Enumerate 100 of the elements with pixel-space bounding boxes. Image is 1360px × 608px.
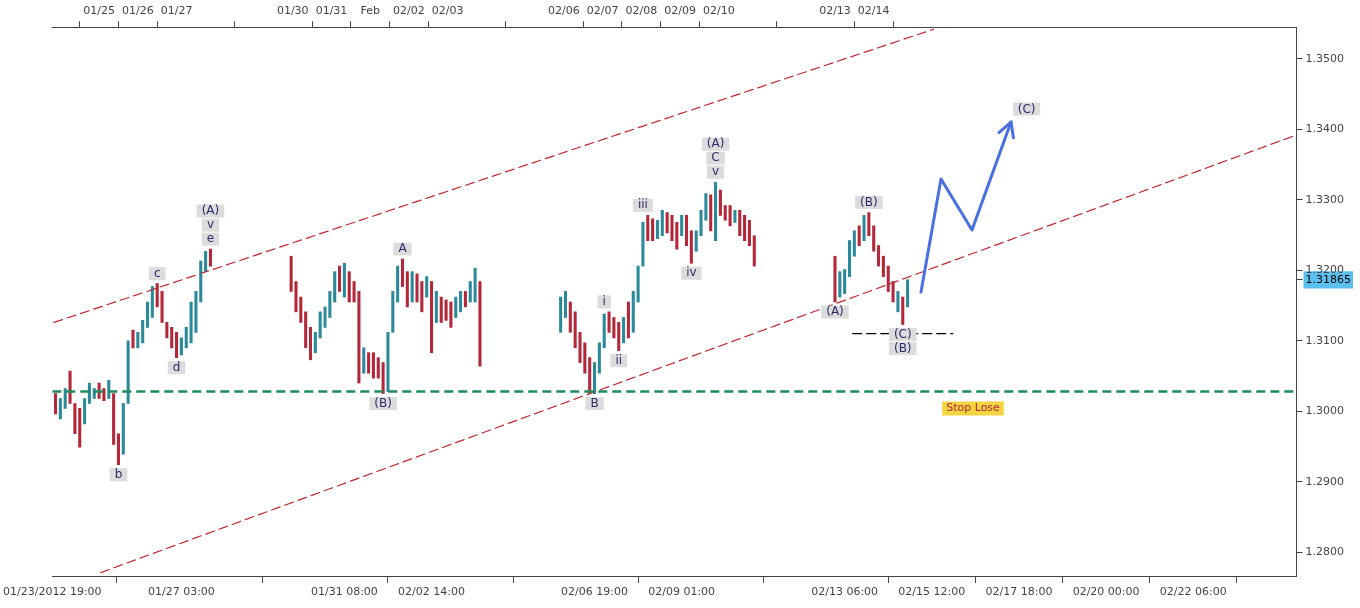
candlestick	[877, 245, 881, 267]
candlestick	[867, 212, 871, 237]
x-tick-label: 01/31 08:00	[310, 585, 378, 599]
candlestick	[304, 311, 308, 349]
candlestick	[709, 194, 713, 232]
annotation: (A)	[706, 136, 725, 151]
candlestick	[204, 250, 208, 273]
annotation: b	[114, 466, 123, 481]
candlestick	[400, 258, 405, 287]
x2-tick-label: 02/13	[819, 4, 851, 18]
candlestick	[602, 313, 606, 349]
candlestick	[54, 393, 58, 415]
candlestick	[833, 255, 837, 303]
x2-tick-label: Feb	[360, 4, 380, 18]
x2-tick-label: 01/26	[121, 4, 154, 18]
candlestick	[449, 301, 453, 328]
candlestick	[425, 276, 429, 298]
ref-line-label: Stop Lose	[946, 401, 1001, 415]
candlestick	[636, 265, 640, 303]
annotation: i	[602, 293, 606, 308]
annotation: (A)	[826, 304, 844, 319]
candlestick	[396, 265, 400, 303]
candlestick	[58, 398, 62, 420]
candlestick	[179, 337, 183, 356]
annotation: (B)	[893, 340, 912, 355]
annotation: ii	[615, 352, 623, 367]
candlestick	[906, 279, 910, 308]
x-tick-label: 02/20 00:00	[1072, 585, 1140, 599]
annotation: v	[206, 217, 214, 232]
candlestick	[410, 271, 414, 303]
annotation: (A)	[201, 203, 220, 218]
annotation: (C)	[893, 326, 912, 341]
candlestick	[342, 262, 346, 298]
y-tick-label: 1.3100	[1305, 333, 1345, 347]
candlestick	[568, 301, 572, 333]
candlestick	[131, 329, 135, 349]
candlestick	[87, 382, 91, 404]
x2-tick-label: 02/08	[625, 4, 658, 18]
x2-tick-label: 02/14	[857, 4, 890, 18]
candlestick	[886, 265, 890, 292]
candlestick	[116, 433, 120, 466]
annotation: c	[153, 265, 161, 280]
x-tick-label: 01/23/2012 19:00	[2, 585, 102, 599]
candlestick	[145, 301, 150, 328]
candlestick	[333, 271, 337, 303]
candlestick	[597, 342, 601, 374]
candlestick	[371, 352, 375, 379]
annotation: iv	[686, 265, 697, 280]
x2-tick-label: 02/09	[664, 4, 696, 18]
candlestick	[718, 189, 722, 216]
annotation: (B)	[374, 395, 392, 410]
x-tick-label: 02/02 14:00	[398, 585, 465, 599]
x2-tick-label: 01/31	[315, 4, 348, 18]
candlestick	[478, 281, 482, 367]
x-tick-label: 02/22 06:00	[1159, 585, 1227, 599]
x2-tick-label: 01/25	[83, 4, 115, 18]
candlestick	[473, 267, 477, 303]
y-tick-label: 1.2800	[1305, 545, 1345, 558]
candlestick	[651, 218, 655, 242]
candlestick	[313, 331, 317, 354]
x-tick-label: 02/09 01:00	[648, 585, 716, 599]
candlestick	[752, 235, 756, 267]
candlestick	[155, 283, 159, 308]
candlestick	[714, 181, 718, 242]
candlestick	[126, 340, 130, 404]
x-tick-label: 01/27 03:00	[147, 585, 215, 599]
x2-tick-label: 01/27	[160, 4, 193, 18]
annotation: v	[712, 164, 720, 179]
candlestick	[208, 248, 212, 267]
candlestick	[386, 331, 390, 392]
annotation: (C)	[1012, 101, 1041, 116]
candlestick	[112, 393, 116, 445]
x2-tick-label: 02/02	[393, 4, 425, 18]
x-tick-label: 02/13 06:00	[811, 585, 879, 599]
candlestick	[689, 230, 693, 264]
annotation: e	[206, 231, 215, 246]
x2-tick-label: 01/30	[276, 4, 309, 18]
candlestick	[468, 281, 472, 303]
candlestick	[405, 271, 409, 308]
x-tick-label: 02/17 18:00	[985, 585, 1053, 599]
candlestick	[63, 388, 67, 409]
candlestick	[838, 271, 842, 298]
y-tick-label: 1.3500	[1305, 51, 1345, 65]
y-tick-label: 1.3000	[1305, 404, 1345, 418]
candlestick	[83, 398, 87, 425]
x2-tick-label: 02/03	[431, 4, 464, 18]
candlestick	[376, 357, 380, 379]
candlestick	[430, 281, 434, 354]
candlestick	[199, 260, 203, 303]
candlestick	[439, 296, 443, 323]
candlestick	[872, 225, 876, 252]
candlestick	[367, 352, 371, 374]
annotation: d	[172, 359, 181, 374]
annotation: A	[398, 241, 408, 256]
candlestick	[136, 331, 140, 349]
candlestick	[559, 296, 563, 333]
candlestick	[626, 301, 630, 339]
candlestick	[338, 265, 342, 292]
annotation: iii	[637, 197, 648, 212]
y-tick-label: 1.3300	[1305, 192, 1345, 206]
